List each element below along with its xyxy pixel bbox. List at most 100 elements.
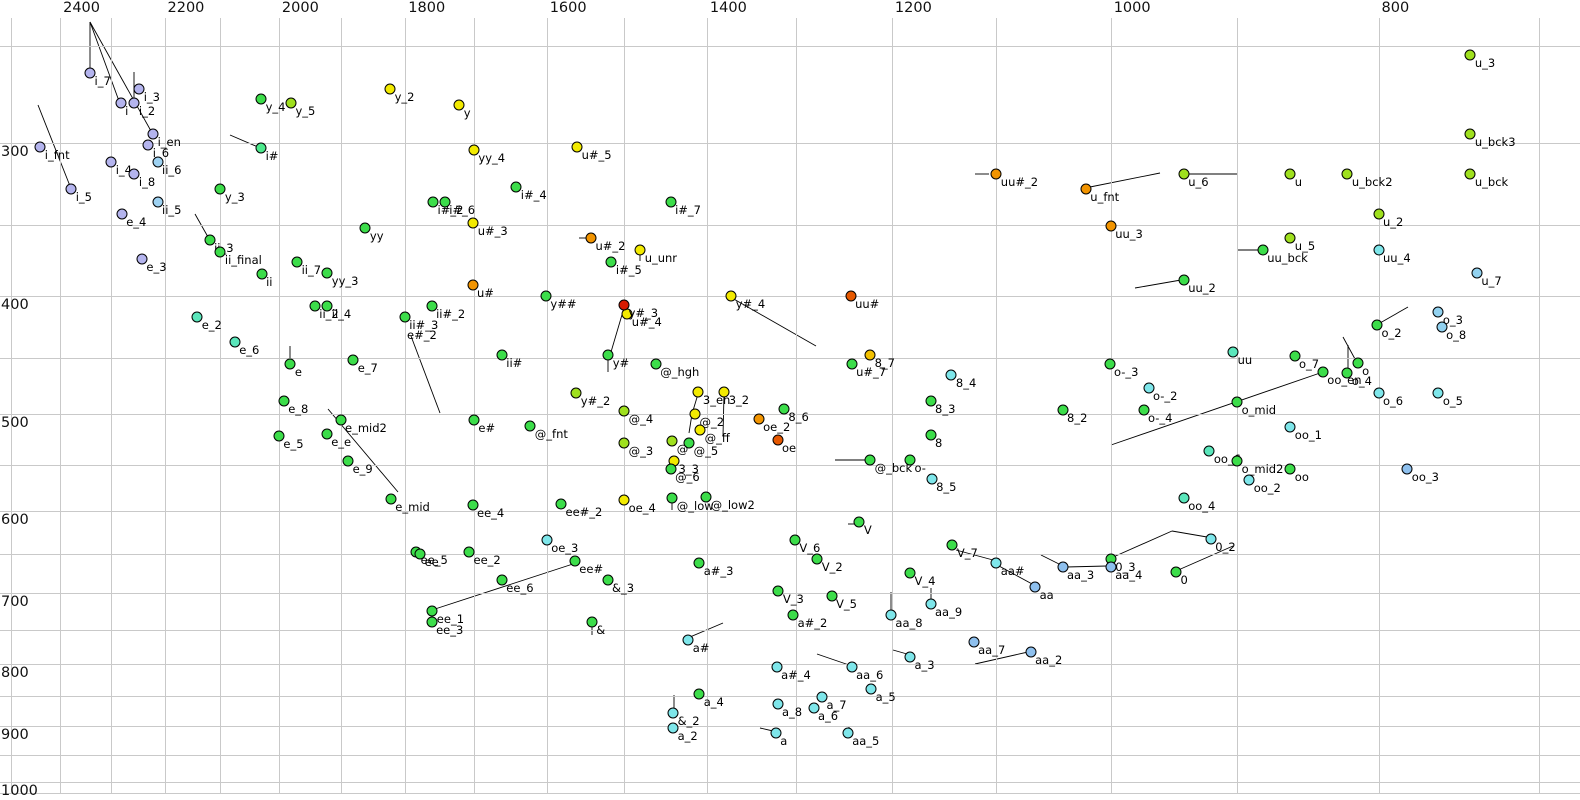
data-point-label: ee_6 (506, 580, 534, 595)
data-point-dot (453, 99, 465, 110)
data-point-label: V (863, 523, 872, 538)
data-point-dot (1284, 232, 1296, 244)
data-point-dot (926, 473, 938, 485)
horizontal-gridline (0, 295, 1580, 297)
data-point-label: y (463, 105, 471, 120)
data-point-label: @_4 (628, 412, 654, 427)
vertical-gridline (795, 18, 797, 793)
data-point-dot (468, 144, 480, 156)
data-point-label: &_2 (677, 714, 700, 729)
data-point-dot (602, 349, 614, 361)
data-point-label: 8 (935, 436, 943, 451)
data-point-dot (569, 555, 581, 567)
data-point-label: u#_5 (581, 147, 612, 162)
data-point-dot (142, 139, 154, 151)
vertical-gridline (996, 18, 998, 793)
data-point-label: 8_7 (874, 355, 895, 370)
data-point-dot (540, 290, 552, 302)
data-point-dot (846, 661, 858, 673)
data-point-label: ee_3 (436, 622, 464, 637)
horizontal-gridline (0, 726, 1580, 728)
data-point-label: ii_6 (162, 163, 182, 178)
data-point-label: u_unr (644, 251, 678, 265)
data-point-label: V_5 (836, 596, 857, 611)
data-point-dot (1464, 128, 1476, 140)
vertical-gridline (340, 18, 342, 793)
y-axis-tick-label: 800 (1, 664, 29, 681)
data-point-dot (1432, 306, 1444, 317)
vertical-gridline (60, 18, 62, 793)
data-point-dot (586, 616, 598, 628)
data-point-label: aa# (1000, 563, 1025, 578)
data-point-label: o_2 (1381, 326, 1402, 341)
vertical-gridline (1538, 18, 1540, 793)
data-point-label: uu_bck (1267, 251, 1308, 265)
data-point-label: i_2 (138, 103, 156, 118)
data-point-dot (1105, 561, 1117, 573)
data-point-label: a_4 (703, 695, 724, 710)
data-point-dot (904, 651, 916, 663)
data-point-dot (968, 636, 980, 647)
data-point-dot (321, 428, 333, 440)
data-point-label: a#_4 (781, 668, 811, 683)
data-point-dot (335, 414, 346, 425)
data-point-label: oo_4 (1188, 498, 1216, 513)
data-point-dot (1105, 220, 1117, 232)
data-point-label: e_mid2 (345, 420, 387, 435)
data-point-dot (945, 369, 957, 381)
data-point-dot (650, 358, 662, 370)
data-point-label: u#_4 (631, 315, 662, 329)
data-point-label: i_6 (152, 145, 170, 160)
data-point-dot (1464, 49, 1476, 61)
connector-line (410, 335, 441, 414)
data-point-label: oo_2 (1253, 481, 1281, 496)
data-point-label: aa_6 (856, 668, 884, 683)
data-point-label: ii_4 (331, 307, 352, 322)
y-axis-tick-label: 500 (1, 415, 29, 432)
data-point-dot (1341, 367, 1353, 379)
data-point-dot (204, 234, 216, 246)
data-point-dot (694, 424, 706, 436)
data-point-dot (811, 553, 823, 565)
data-point-dot (1432, 387, 1444, 399)
y-axis-tick-label: 900 (1, 727, 29, 744)
data-point-dot (571, 141, 583, 152)
data-point-label: uu# (855, 296, 880, 311)
connector-line (1089, 172, 1161, 188)
data-point-label: yy_4 (478, 151, 506, 165)
data-point-dot (116, 208, 128, 220)
data-point-dot (1227, 346, 1239, 358)
data-point-label: 3_en (702, 392, 731, 407)
data-point-dot (214, 246, 226, 257)
data-point-dot (34, 141, 46, 152)
data-point-label: u_bck (1474, 174, 1509, 189)
data-point-label: a#_3 (703, 563, 734, 578)
data-point-label: aa_4 (1115, 568, 1143, 583)
data-point-label: i# (265, 149, 279, 164)
data-point-label: ee#_2 (565, 504, 603, 519)
data-point-dot (772, 698, 783, 709)
data-point-dot (426, 616, 438, 628)
data-point-label: i_en (157, 135, 181, 150)
data-point-label: i_7 (94, 74, 111, 89)
horizontal-gridline (0, 553, 1580, 555)
data-point-dot (1231, 396, 1243, 408)
data-point-label: e_8 (288, 402, 309, 417)
data-point-label: aa_7 (978, 642, 1006, 657)
data-point-dot (816, 691, 828, 703)
data-point-dot (618, 405, 630, 417)
data-point-dot (1025, 646, 1037, 658)
y-axis-tick-label: 600 (1, 512, 29, 529)
data-point-label: @_low (676, 498, 714, 513)
data-point-label: a_3 (914, 658, 935, 673)
data-point-dot (864, 454, 876, 466)
data-point-label: a_2 (677, 728, 698, 743)
connector-line (229, 134, 259, 148)
vertical-gridline (1378, 18, 1380, 793)
y-axis-tick-label: 400 (1, 296, 29, 313)
data-point-dot (496, 349, 508, 361)
data-point-dot (309, 300, 321, 312)
data-point-label: aa_8 (895, 616, 923, 631)
data-point-label: y#_4 (735, 296, 766, 311)
